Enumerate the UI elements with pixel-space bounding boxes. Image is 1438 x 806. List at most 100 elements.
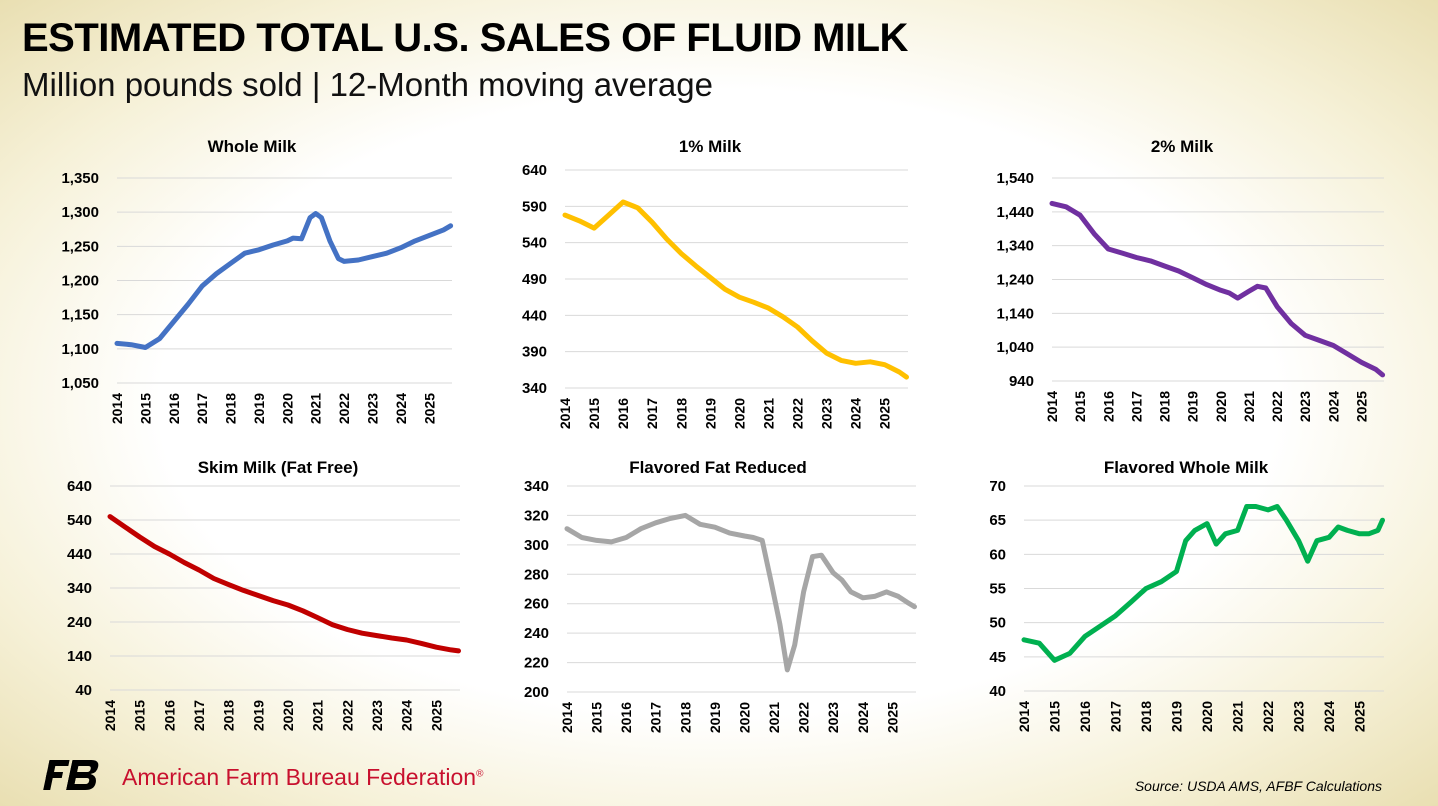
1-milk-x-tick-label: 2023 [819, 398, 835, 429]
1-milk-y-tick-label: 440 [522, 307, 547, 324]
1-milk-chart: 1% Milk 340 390 440 490 540 590 640 2014 2015 2016… [522, 137, 909, 429]
skim-milk-fat-free-title: Skim Milk (Fat Free) [198, 458, 359, 477]
whole-milk-series-line [114, 211, 454, 350]
1-milk-x-tick-label: 2021 [760, 398, 776, 429]
whole-milk-x-tick-label: 2015 [137, 393, 153, 424]
registered-mark: ® [476, 768, 484, 780]
whole-milk-y-tick-label: 1,050 [61, 375, 99, 392]
flavored-fat-reduced-y-tick-label: 260 [524, 596, 549, 613]
flavored-whole-milk-x-tick-label: 2014 [1016, 701, 1032, 732]
flavored-fat-reduced-x-tick-label: 2014 [559, 702, 575, 733]
source-note: Source: USDA AMS, AFBF Calculations [1134, 778, 1382, 794]
1-milk-title: 1% Milk [679, 137, 742, 156]
page-title: ESTIMATED TOTAL U.S. SALES OF FLUID MILK [22, 16, 908, 60]
flavored-whole-milk-x-tick-label: 2024 [1321, 701, 1337, 732]
1-milk-y-tick-label: 640 [522, 162, 547, 179]
2-milk-x-tick-label: 2020 [1213, 391, 1229, 422]
flavored-fat-reduced-x-tick-label: 2023 [825, 702, 841, 733]
1-milk-y-tick-label: 390 [522, 344, 547, 361]
skim-milk-fat-free-x-tick-label: 2015 [132, 700, 148, 731]
skim-milk-fat-free-y-tick-label: 440 [67, 546, 92, 563]
whole-milk-y-tick-label: 1,300 [61, 204, 99, 221]
flavored-whole-milk-y-tick-label: 60 [989, 546, 1006, 563]
2-milk-series-line [1049, 200, 1386, 378]
flavored-whole-milk-x-tick-label: 2018 [1138, 701, 1154, 732]
flavored-fat-reduced-y-tick-label: 300 [524, 537, 549, 554]
flavored-whole-milk-y-tick-label: 55 [989, 581, 1006, 598]
2-milk-x-tick-label: 2024 [1325, 391, 1341, 422]
whole-milk-y-tick-label: 1,250 [61, 238, 99, 255]
skim-milk-fat-free-x-tick-label: 2022 [339, 700, 355, 731]
whole-milk-y-tick-label: 1,150 [61, 307, 99, 324]
whole-milk-y-tick-label: 1,350 [61, 170, 99, 187]
flavored-whole-milk-x-tick-label: 2019 [1169, 701, 1185, 732]
2-milk-title: 2% Milk [1151, 137, 1214, 156]
whole-milk-title: Whole Milk [208, 137, 297, 156]
2-milk-x-tick-label: 2021 [1241, 391, 1257, 422]
1-milk-series-line [562, 199, 909, 380]
flavored-fat-reduced-x-tick-label: 2025 [884, 702, 900, 733]
whole-milk-x-tick-label: 2025 [421, 393, 437, 424]
flavored-fat-reduced-x-tick-label: 2020 [736, 702, 752, 733]
flavored-fat-reduced-y-tick-label: 280 [524, 566, 549, 583]
skim-milk-fat-free-x-tick-label: 2023 [369, 700, 385, 731]
2-milk-x-tick-label: 2015 [1072, 391, 1088, 422]
whole-milk-y-tick-label: 1,100 [61, 341, 99, 358]
1-milk-x-tick-label: 2018 [673, 398, 689, 429]
2-milk-x-tick-label: 2016 [1100, 391, 1116, 422]
skim-milk-fat-free-y-tick-label: 540 [67, 512, 92, 529]
flavored-whole-milk-y-tick-label: 70 [989, 478, 1006, 495]
skim-milk-fat-free-x-tick-label: 2014 [102, 700, 118, 731]
whole-milk-y-tick-label: 1,200 [61, 273, 99, 290]
1-milk-x-tick-label: 2014 [557, 398, 573, 429]
2-milk-x-tick-label: 2018 [1157, 391, 1173, 422]
skim-milk-fat-free-y-tick-label: 340 [67, 580, 92, 597]
2-milk-x-tick-label: 2023 [1297, 391, 1313, 422]
flavored-whole-milk-x-tick-label: 2016 [1077, 701, 1093, 732]
whole-milk-chart: Whole Milk 1,050 1,100 1,150 1,200 1,250 1,300… [61, 137, 454, 424]
2-milk-chart: 2% Milk 940 1,040 1,140 1,240 1,340 1,440 1,540… [996, 137, 1386, 422]
flavored-whole-milk-x-tick-label: 2022 [1260, 701, 1276, 732]
whole-milk-x-tick-label: 2017 [194, 393, 210, 424]
skim-milk-fat-free-y-tick-label: 40 [75, 682, 92, 699]
1-milk-x-tick-label: 2025 [877, 398, 893, 429]
1-milk-x-tick-label: 2019 [702, 398, 718, 429]
skim-milk-fat-free-x-tick-label: 2016 [161, 700, 177, 731]
flavored-whole-milk-x-tick-label: 2021 [1230, 701, 1246, 732]
flavored-fat-reduced-x-tick-label: 2018 [677, 702, 693, 733]
flavored-fat-reduced-x-tick-label: 2019 [707, 702, 723, 733]
flavored-fat-reduced-y-tick-label: 240 [524, 625, 549, 642]
org-name-text: American Farm Bureau Federation [122, 764, 477, 790]
2-milk-y-tick-label: 1,340 [996, 238, 1034, 255]
fb-logo-icon [43, 760, 99, 790]
2-milk-y-tick-label: 1,540 [996, 170, 1034, 187]
whole-milk-x-tick-label: 2020 [279, 393, 295, 424]
skim-milk-fat-free-x-tick-label: 2021 [310, 700, 326, 731]
flavored-whole-milk-x-tick-label: 2023 [1291, 701, 1307, 732]
whole-milk-x-tick-label: 2016 [166, 393, 182, 424]
flavored-fat-reduced-chart: Flavored Fat Reduced 200 220 240 260 280 300 32… [524, 458, 917, 733]
1-milk-x-tick-label: 2016 [615, 398, 631, 429]
2-milk-x-tick-label: 2014 [1044, 391, 1060, 422]
1-milk-x-tick-label: 2017 [644, 398, 660, 429]
flavored-fat-reduced-series-line [564, 512, 917, 673]
flavored-fat-reduced-y-tick-label: 220 [524, 655, 549, 672]
2-milk-y-tick-label: 940 [1009, 373, 1034, 390]
2-milk-y-tick-label: 1,440 [996, 204, 1034, 221]
flavored-fat-reduced-y-tick-label: 340 [524, 478, 549, 495]
1-milk-x-tick-label: 2020 [731, 398, 747, 429]
2-milk-x-tick-label: 2017 [1128, 391, 1144, 422]
flavored-whole-milk-series-line [1021, 504, 1385, 663]
whole-milk-x-tick-label: 2014 [109, 393, 125, 424]
flavored-fat-reduced-x-tick-label: 2015 [589, 702, 605, 733]
flavored-fat-reduced-x-tick-label: 2024 [855, 702, 871, 733]
skim-milk-fat-free-x-tick-label: 2024 [399, 700, 415, 731]
whole-milk-x-tick-label: 2019 [251, 393, 267, 424]
whole-milk-x-tick-label: 2022 [336, 393, 352, 424]
2-milk-y-tick-label: 1,140 [996, 305, 1034, 322]
2-milk-y-tick-label: 1,040 [996, 339, 1034, 356]
flavored-whole-milk-title: Flavored Whole Milk [1104, 458, 1269, 477]
org-name: American Farm Bureau Federation® [122, 764, 483, 791]
flavored-fat-reduced-x-tick-label: 2016 [618, 702, 634, 733]
